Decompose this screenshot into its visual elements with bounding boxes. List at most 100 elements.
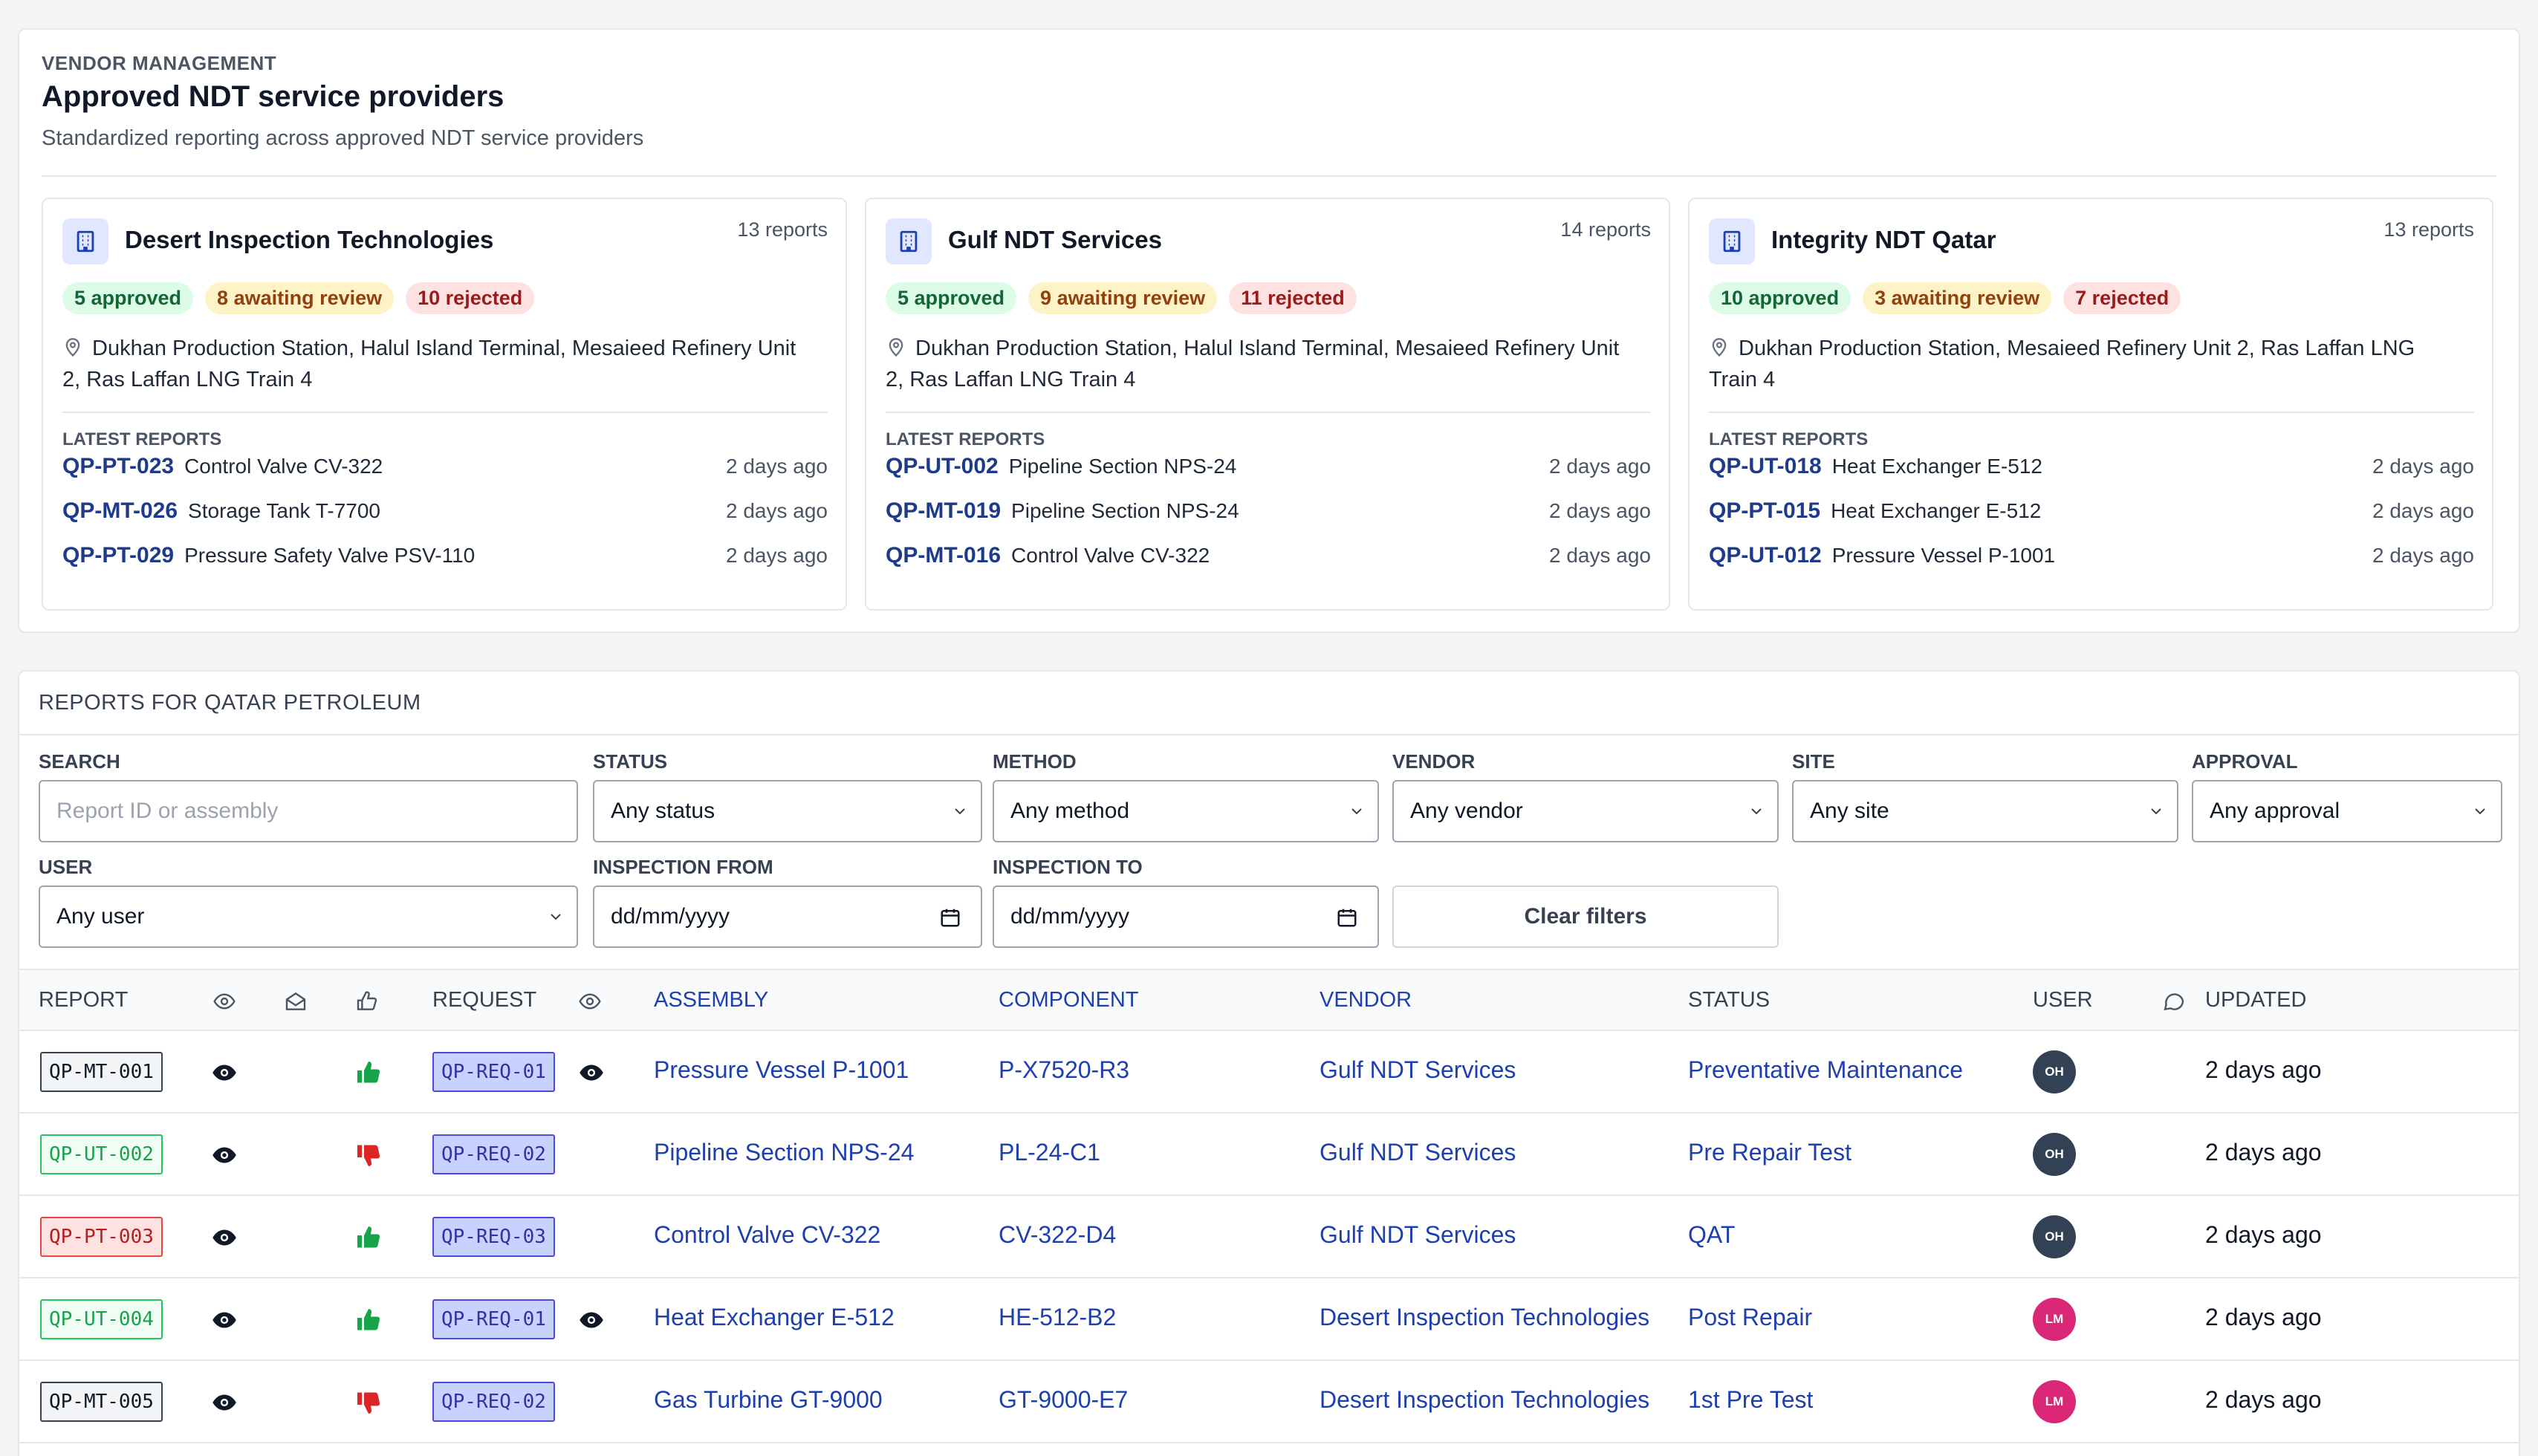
thumbs-up-icon[interactable] bbox=[355, 1307, 382, 1333]
site-select-value: Any site bbox=[1810, 799, 1889, 823]
assembly-link[interactable]: Heat Exchanger E-512 bbox=[654, 1304, 895, 1330]
report-id-link[interactable]: QP-MT-016 bbox=[886, 543, 1002, 568]
request-id-badge[interactable]: QP-REQ-02 bbox=[432, 1382, 555, 1422]
vendor-card[interactable]: Desert Inspection Technologies 13 report… bbox=[42, 198, 847, 611]
assembly-link[interactable]: Pipeline Section NPS-24 bbox=[654, 1139, 915, 1166]
calendar-icon[interactable] bbox=[939, 906, 961, 929]
avatar[interactable]: OH bbox=[2033, 1215, 2076, 1258]
component-link[interactable]: CV-322-D4 bbox=[999, 1221, 1117, 1248]
vendor-badges: 10 approved 3 awaiting review 7 rejected bbox=[1709, 282, 2181, 314]
table-row[interactable]: QP-PT-003 QP-REQ-03 Control Valve CV-322… bbox=[19, 1196, 2519, 1278]
table-row[interactable]: QP-UT-002 QP-REQ-02 Pipeline Section NPS… bbox=[19, 1114, 2519, 1196]
vendor-select[interactable]: Any vendor bbox=[1392, 780, 1779, 842]
report-id-link[interactable]: QP-PT-023 bbox=[62, 454, 175, 478]
latest-report-item[interactable]: QP-PT-015 Heat Exchanger E-512 2 days ag… bbox=[1709, 496, 2474, 526]
column-header-status[interactable]: STATUS bbox=[1688, 988, 1771, 1012]
status-link[interactable]: Pre Repair Test bbox=[1688, 1139, 1851, 1166]
search-input[interactable]: Report ID or assembly bbox=[39, 780, 578, 842]
building-icon bbox=[1709, 218, 1755, 264]
column-header-user[interactable]: USER bbox=[2033, 988, 2093, 1012]
report-id-link[interactable]: QP-UT-018 bbox=[1709, 454, 1822, 478]
thumbs-down-icon[interactable] bbox=[355, 1389, 382, 1416]
latest-report-item[interactable]: QP-PT-023 Control Valve CV-322 2 days ag… bbox=[62, 452, 828, 481]
inspection-from-date-input[interactable]: dd/mm/yyyy bbox=[593, 885, 982, 948]
column-header-component[interactable]: COMPONENT bbox=[999, 988, 1139, 1012]
latest-report-item[interactable]: QP-MT-016 Control Valve CV-322 2 days ag… bbox=[886, 541, 1651, 571]
status-link[interactable]: Preventative Maintenance bbox=[1688, 1056, 1963, 1083]
column-header-request[interactable]: REQUEST bbox=[432, 988, 537, 1012]
report-id-link[interactable]: QP-PT-015 bbox=[1709, 498, 1821, 523]
report-id-link[interactable]: QP-UT-012 bbox=[1709, 543, 1822, 568]
thumbs-down-icon[interactable] bbox=[355, 1142, 382, 1169]
report-id-link[interactable]: QP-MT-026 bbox=[62, 498, 178, 523]
status-select[interactable]: Any status bbox=[593, 780, 982, 842]
request-id-badge[interactable]: QP-REQ-01 bbox=[432, 1299, 555, 1339]
component-link[interactable]: GT-9000-E7 bbox=[999, 1386, 1129, 1413]
eye-icon[interactable] bbox=[211, 1389, 238, 1416]
report-id-badge[interactable]: QP-MT-005 bbox=[40, 1382, 163, 1422]
vendor-sites-text: Dukhan Production Station, Halul Island … bbox=[886, 337, 1620, 391]
latest-report-item[interactable]: QP-MT-019 Pipeline Section NPS-24 2 days… bbox=[886, 496, 1651, 526]
site-select[interactable]: Any site bbox=[1792, 780, 2178, 842]
latest-report-item[interactable]: QP-UT-002 Pipeline Section NPS-24 2 days… bbox=[886, 452, 1651, 481]
component-link[interactable]: P-X7520-R3 bbox=[999, 1056, 1130, 1083]
vendor-link[interactable]: Desert Inspection Technologies bbox=[1320, 1304, 1650, 1330]
column-header-assembly[interactable]: ASSEMBLY bbox=[654, 988, 769, 1012]
vendor-link[interactable]: Gulf NDT Services bbox=[1320, 1056, 1516, 1083]
avatar[interactable]: OH bbox=[2033, 1133, 2076, 1176]
report-id-badge[interactable]: QP-UT-004 bbox=[40, 1299, 163, 1339]
calendar-icon[interactable] bbox=[1336, 906, 1358, 929]
report-id-link[interactable]: QP-MT-019 bbox=[886, 498, 1002, 523]
vendor-card[interactable]: Gulf NDT Services 14 reports 5 approved … bbox=[865, 198, 1670, 611]
method-select[interactable]: Any method bbox=[993, 780, 1379, 842]
eye-icon[interactable] bbox=[578, 1059, 605, 1086]
thumbs-up-icon[interactable] bbox=[355, 1224, 382, 1251]
latest-report-item[interactable]: QP-MT-026 Storage Tank T-7700 2 days ago bbox=[62, 496, 828, 526]
clear-filters-button[interactable]: Clear filters bbox=[1392, 885, 1779, 948]
thumbs-up-icon[interactable] bbox=[355, 1059, 382, 1086]
eye-icon[interactable] bbox=[211, 1307, 238, 1333]
vendor-link[interactable]: Gulf NDT Services bbox=[1320, 1139, 1516, 1166]
assembly-link[interactable]: Pressure Vessel P-1001 bbox=[654, 1056, 909, 1083]
column-header-vendor[interactable]: VENDOR bbox=[1320, 988, 1412, 1012]
status-link[interactable]: QAT bbox=[1688, 1221, 1736, 1248]
user-select[interactable]: Any user bbox=[39, 885, 578, 948]
column-header-report[interactable]: REPORT bbox=[39, 988, 129, 1012]
table-row[interactable]: QP-MT-001 QP-REQ-01 Pressure Vessel P-10… bbox=[19, 1031, 2519, 1114]
column-header-updated[interactable]: UPDATED bbox=[2205, 988, 2307, 1012]
component-link[interactable]: PL-24-C1 bbox=[999, 1139, 1100, 1166]
component-link[interactable]: HE-512-B2 bbox=[999, 1304, 1117, 1330]
inspection-to-date-input[interactable]: dd/mm/yyyy bbox=[993, 885, 1379, 948]
request-id-badge[interactable]: QP-REQ-02 bbox=[432, 1134, 555, 1174]
approval-select[interactable]: Any approval bbox=[2192, 780, 2502, 842]
eye-icon[interactable] bbox=[211, 1224, 238, 1251]
vendor-link[interactable]: Gulf NDT Services bbox=[1320, 1221, 1516, 1248]
latest-report-item[interactable]: QP-UT-018 Heat Exchanger E-512 2 days ag… bbox=[1709, 452, 2474, 481]
report-id-badge[interactable]: QP-PT-003 bbox=[40, 1217, 163, 1257]
status-link[interactable]: Post Repair bbox=[1688, 1304, 1813, 1330]
table-row[interactable]: QP-UT-004 QP-REQ-01 Heat Exchanger E-512… bbox=[19, 1278, 2519, 1361]
request-id-badge[interactable]: QP-REQ-01 bbox=[432, 1052, 555, 1092]
table-row[interactable]: QP-MT-005 QP-REQ-02 Gas Turbine GT-9000 … bbox=[19, 1361, 2519, 1443]
latest-report-item[interactable]: QP-PT-029 Pressure Safety Valve PSV-110 … bbox=[62, 541, 828, 571]
status-link[interactable]: 1st Pre Test bbox=[1688, 1386, 1814, 1413]
map-pin-icon bbox=[65, 338, 80, 357]
vendor-link[interactable]: Desert Inspection Technologies bbox=[1320, 1386, 1650, 1413]
avatar[interactable]: LM bbox=[2033, 1298, 2076, 1341]
eye-icon[interactable] bbox=[211, 1059, 238, 1086]
report-time: 2 days ago bbox=[726, 544, 828, 567]
vendor-card[interactable]: Integrity NDT Qatar 13 reports 10 approv… bbox=[1688, 198, 2493, 611]
latest-report-item[interactable]: QP-UT-012 Pressure Vessel P-1001 2 days … bbox=[1709, 541, 2474, 571]
request-id-badge[interactable]: QP-REQ-03 bbox=[432, 1217, 555, 1257]
assembly-link[interactable]: Control Valve CV-322 bbox=[654, 1221, 881, 1248]
report-id-badge[interactable]: QP-UT-002 bbox=[40, 1134, 163, 1174]
avatar[interactable]: OH bbox=[2033, 1050, 2076, 1093]
report-id-badge[interactable]: QP-MT-001 bbox=[40, 1052, 163, 1092]
eye-icon[interactable] bbox=[211, 1142, 238, 1169]
report-id-link[interactable]: QP-PT-029 bbox=[62, 543, 175, 568]
eye-icon[interactable] bbox=[578, 1307, 605, 1333]
assembly-link[interactable]: Gas Turbine GT-9000 bbox=[654, 1386, 883, 1413]
page-title: Approved NDT service providers bbox=[42, 80, 504, 113]
report-id-link[interactable]: QP-UT-002 bbox=[886, 454, 999, 478]
avatar[interactable]: LM bbox=[2033, 1380, 2076, 1423]
